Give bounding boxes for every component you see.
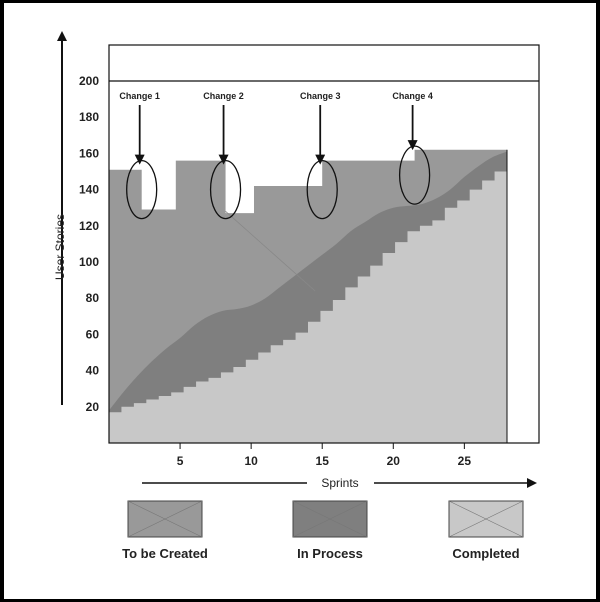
annotations: Change 1 Change 2 Change 3 Change 4 [119, 91, 433, 220]
plot-area [109, 149, 507, 443]
plot-box [108, 44, 540, 444]
change-label: Change 3 [300, 91, 341, 101]
axes: 20 40 60 80 100 120 140 160 180 200 5 10 15 20 25 User … [53, 31, 540, 490]
change-ellipse [398, 145, 431, 205]
y-tick-label: 40 [86, 364, 100, 378]
chart-svg: 20 40 60 80 100 120 140 160 180 200 5 10 15 20 25 User … [53, 31, 540, 561]
legend-swatch-cross [292, 500, 368, 538]
y-tick-label: 120 [79, 219, 99, 233]
change-ellipse [126, 159, 158, 220]
change-ellipse [209, 159, 242, 220]
y-tick-label: 20 [86, 400, 100, 414]
y-tick-label: 180 [79, 110, 99, 124]
y-tick-label: 60 [86, 327, 100, 341]
y-tick-label: 140 [79, 183, 99, 197]
legend-label: To be Created [122, 546, 208, 561]
legend-label: Completed [452, 546, 519, 561]
change-ellipse [306, 159, 338, 220]
legend: To be Created In Process Completed [122, 500, 524, 561]
x-tick-label: 25 [458, 454, 472, 468]
y-tick-label: 80 [86, 291, 100, 305]
x-tick-label: 10 [244, 454, 258, 468]
change-label: Change 2 [203, 91, 244, 101]
y-tick-label: 200 [79, 74, 99, 88]
x-axis-label: Sprints [321, 476, 358, 490]
y-axis-label: User Stories [53, 214, 67, 280]
legend-swatch-cross [448, 500, 524, 538]
guide-line [225, 211, 316, 292]
legend-swatch-cross [127, 500, 203, 538]
legend-label: In Process [297, 546, 363, 561]
x-tick-label: 15 [316, 454, 330, 468]
x-tick-label: 5 [177, 454, 184, 468]
change-label: Change 4 [392, 91, 433, 101]
y-tick-label: 100 [79, 255, 99, 269]
series-completed [109, 171, 507, 443]
x-tick-label: 20 [387, 454, 401, 468]
figure-frame: 20 40 60 80 100 120 140 160 180 200 5 10 15 20 25 User … [4, 3, 596, 599]
change-label: Change 1 [119, 91, 160, 101]
y-tick-label: 160 [79, 146, 99, 160]
